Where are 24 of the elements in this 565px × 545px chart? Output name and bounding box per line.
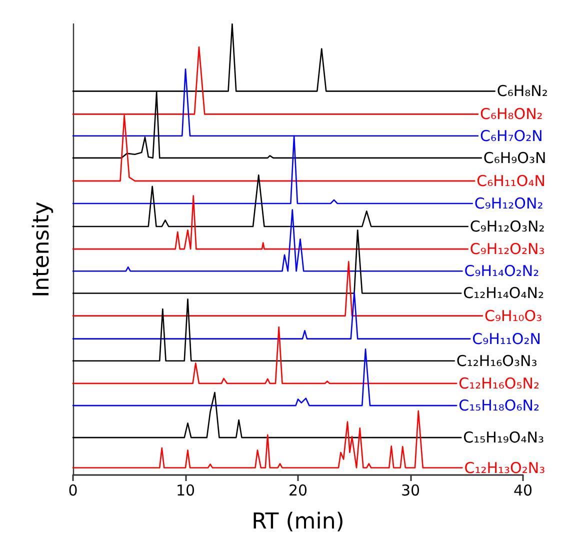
series-label: C₁₂H₁₃O₂N₃ — [464, 458, 546, 477]
x-tick-label: 10 — [176, 482, 196, 500]
series-label: C₁₅H₁₉O₄N₃ — [463, 428, 544, 447]
x-axis-title: RT (min) — [252, 510, 344, 534]
series-label: C₁₂H₁₆O₃N₃ — [456, 352, 538, 370]
series-label: C₉H₁₂O₂N₃ — [470, 240, 545, 258]
series-label: C₁₂H₁₆O₅N₂ — [458, 374, 540, 392]
series-label: C₆H₁₁O₄N — [476, 172, 546, 190]
series-label: C₉H₁₂ON₂ — [474, 194, 544, 212]
series-label: C₉H₁₄O₂N₂ — [464, 262, 540, 280]
series-label: C₉H₁₁O₂N — [472, 330, 541, 348]
series-label: C₁₂H₁₄O₄N₂ — [463, 284, 544, 302]
x-tick-label: 30 — [400, 482, 420, 500]
series-label: C₆H₉O₃N — [483, 148, 546, 167]
x-tick-label: 40 — [513, 482, 533, 500]
series-label: C₉H₁₂O₃N₂ — [470, 218, 545, 236]
x-tick-label: 0 — [68, 482, 78, 500]
x-tick-label: 20 — [288, 482, 308, 500]
series-label: C₉H₁₀O₃ — [484, 306, 542, 325]
series-label: C₆H₈ON₂ — [480, 105, 543, 124]
y-axis-title: Intensity — [30, 202, 54, 298]
series-label: C₆H₈N₂ — [496, 82, 548, 100]
series-label: C₁₅H₁₈O₆N₂ — [458, 396, 540, 415]
series-label: C₆H₇O₂N — [480, 126, 543, 145]
